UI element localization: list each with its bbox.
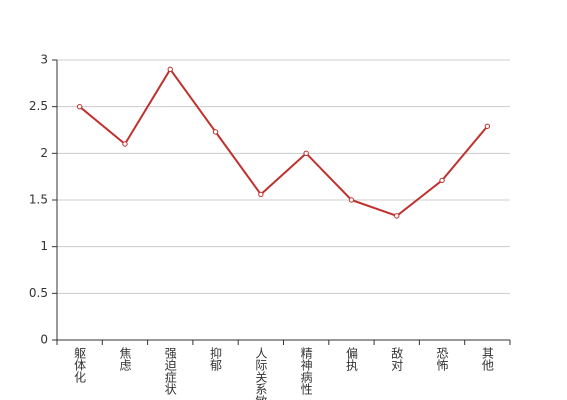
line — [79, 67, 489, 217]
y-tick-label: 3 — [40, 53, 48, 67]
point — [212, 129, 219, 135]
y-tick-label: 1.5 — [29, 193, 48, 207]
x-tick-label: 强迫症状 — [163, 347, 177, 395]
point — [258, 191, 264, 198]
x-tick-label: 偏执 — [344, 346, 358, 372]
point — [303, 150, 309, 157]
x-tick-label: 焦虑 — [118, 347, 132, 371]
point — [484, 123, 491, 129]
x-tick-label: 躯体化 — [73, 346, 87, 384]
y-tick-label: 2.5 — [29, 99, 48, 113]
y-tick-label: 1 — [40, 239, 48, 253]
point — [76, 103, 83, 110]
y-tick-label: 0.5 — [29, 286, 48, 300]
x-tick-label: 其他 — [480, 347, 494, 371]
point — [348, 197, 355, 203]
point — [394, 213, 400, 219]
point — [167, 66, 173, 73]
x-tick-label: 恐怖 — [435, 347, 449, 371]
point — [439, 177, 445, 184]
x-tick-label: 精神病性 — [299, 347, 313, 396]
y-tick-label: 2 — [40, 146, 48, 160]
point — [122, 141, 128, 147]
y-tick-label: 0 — [40, 333, 48, 347]
x-tick-label: 抑郁 — [209, 346, 223, 372]
x-tick-label: 敌对 — [390, 346, 404, 371]
x-tick-label: 人际关系敏感 — [254, 347, 268, 400]
